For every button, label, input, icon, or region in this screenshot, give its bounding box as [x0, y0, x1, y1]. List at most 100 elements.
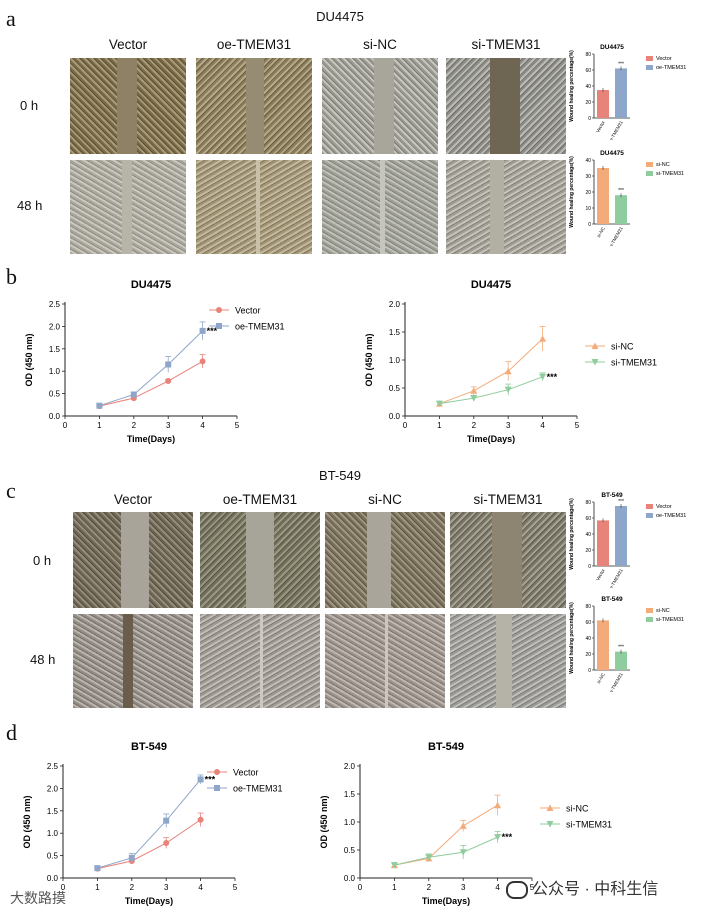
bar: [615, 651, 627, 670]
marker-square: [165, 361, 172, 368]
panel-c-col-sitmem: si-TMEM31: [473, 492, 543, 507]
marker-square: [214, 785, 220, 791]
line-x-axis-label: Time(Days): [127, 434, 175, 444]
bar-y-tick-label: 0: [588, 668, 591, 674]
marker-triangle-down: [546, 821, 554, 828]
marker-triangle-down: [591, 359, 599, 366]
line-x-tick-label: 2: [472, 421, 477, 430]
marker-triangle-up: [470, 387, 478, 394]
panel-a-micrograph-sitmem-48h: [446, 160, 566, 254]
panel-letter-a: a: [6, 6, 16, 31]
marker-square: [130, 391, 137, 398]
marker-square: [197, 776, 204, 783]
panel-c-col-oe: oe-TMEM31: [222, 492, 298, 507]
legend-swatch: [646, 504, 653, 509]
marker-triangle-up: [459, 822, 467, 829]
marker-triangle-down: [504, 386, 512, 394]
legend-label: si-TMEM31: [656, 171, 684, 177]
line-x-tick-label: 5: [233, 883, 238, 892]
legend-swatch: [646, 56, 653, 61]
line-x-tick-label: 2: [427, 883, 432, 892]
bar-chart-title: DU4475: [600, 150, 624, 157]
bar-y-tick-label: 40: [585, 158, 591, 164]
bar-y-axis-label: Wound healing percentage(%): [569, 498, 575, 570]
line-x-tick-label: 3: [461, 883, 466, 892]
legend-label: si-TMEM31: [656, 617, 684, 623]
bar-y-tick-label: 60: [585, 68, 591, 74]
line-y-tick-label: 0.5: [389, 384, 401, 393]
marker-triangle-up: [539, 335, 547, 342]
chart-d-line-si: BT-549 OD (450 nm) Time(Days) 0.0 0.5 1.0 1.5 2…: [319, 741, 612, 906]
bar-y-tick-label: 0: [588, 564, 591, 570]
series-line: [394, 836, 498, 866]
bar-significance: ***: [618, 188, 624, 194]
line-y-tick-label: 2.0: [47, 784, 59, 793]
panel-c-micrograph-sinc-48h: [325, 614, 445, 708]
bar-category-label: si-TMEM31: [608, 226, 624, 246]
line-x-tick-label: 1: [97, 421, 102, 430]
line-y-tick-label: 0.0: [389, 412, 401, 421]
line-y-axis-label: OD (450 nm): [364, 333, 374, 386]
line-chart-title: DU4475: [131, 279, 171, 291]
bar: [597, 520, 609, 566]
chart-c-bar-si: BT-549 Wound healing percentage(%) 0 20 40 60…: [569, 596, 684, 692]
line-x-tick-label: 1: [437, 421, 442, 430]
panel-c-row-0h: 0 h: [33, 553, 52, 568]
series-line: [97, 819, 201, 870]
line-y-tick-label: 0.5: [344, 846, 356, 855]
legend-label: si-NC: [656, 608, 670, 614]
legend-swatch: [646, 513, 653, 518]
marker-triangle-down: [539, 373, 547, 381]
panel-a-col-oe: oe-TMEM31: [216, 37, 292, 52]
line-y-tick-label: 1.5: [47, 807, 59, 816]
marker-circle: [197, 816, 204, 823]
bar-significance: ***: [618, 645, 624, 651]
panel-c-micrograph-sitmem-48h: [450, 614, 566, 708]
line-x-tick-label: 1: [95, 883, 100, 892]
chart-c-bar-oe: BT-549 Wound healing percentage(%) 0 20 40 60…: [569, 492, 686, 588]
marker-square: [163, 817, 170, 824]
bar-y-tick-label: 40: [585, 84, 591, 90]
panel-c-micrograph-sitmem-0h: [450, 512, 566, 608]
legend-label: si-NC: [656, 162, 670, 168]
series-line: [439, 376, 543, 405]
bar-y-tick-label: 40: [585, 532, 591, 538]
marker-circle: [214, 769, 220, 775]
legend-swatch: [646, 617, 653, 622]
bar-y-tick-label: 30: [585, 174, 591, 180]
marker-triangle-down: [390, 862, 398, 869]
bar: [615, 506, 627, 566]
bar: [597, 620, 609, 670]
bar-y-tick-label: 20: [585, 548, 591, 554]
bar-y-tick-label: 60: [585, 516, 591, 522]
line-chart-title: DU4475: [471, 279, 511, 291]
panel-letter-d: d: [6, 720, 17, 745]
bar: [615, 195, 627, 224]
line-y-tick-label: 1.5: [49, 345, 61, 354]
marker-triangle-up: [504, 367, 512, 375]
line-x-tick-label: 3: [164, 883, 169, 892]
line-y-axis-label: OD (450 nm): [24, 333, 34, 386]
marker-square: [216, 323, 222, 329]
bar-y-axis-label: Wound healing percentage(%): [569, 602, 575, 674]
line-y-tick-label: 0.0: [49, 412, 61, 421]
line-chart-title: BT-549: [131, 741, 167, 753]
legend-label: si-NC: [611, 342, 634, 352]
legend-label: si-NC: [566, 804, 589, 814]
line-x-tick-label: 0: [63, 421, 68, 430]
panel-a-title: DU4475: [316, 9, 364, 24]
panel-c-row-48h: 48 h: [30, 652, 56, 667]
panel-c-micrograph-vector-0h: [73, 512, 193, 608]
marker-triangle-up: [591, 342, 599, 349]
panel-c-micrograph-oe-0h: [200, 512, 320, 608]
legend-swatch: [646, 608, 653, 613]
bar-category-label: si-NC: [596, 225, 606, 238]
marker-circle: [165, 378, 172, 385]
legend-label: oe-TMEM31: [656, 65, 686, 71]
panel-a-micrograph-oe-48h: [196, 160, 312, 254]
panel-letter-c: c: [6, 478, 16, 503]
panel-c-title: BT-549: [319, 468, 361, 483]
marker-square: [94, 865, 101, 872]
marker-triangle-down: [470, 395, 478, 402]
panel-c-micrograph-oe-48h: [200, 614, 320, 708]
